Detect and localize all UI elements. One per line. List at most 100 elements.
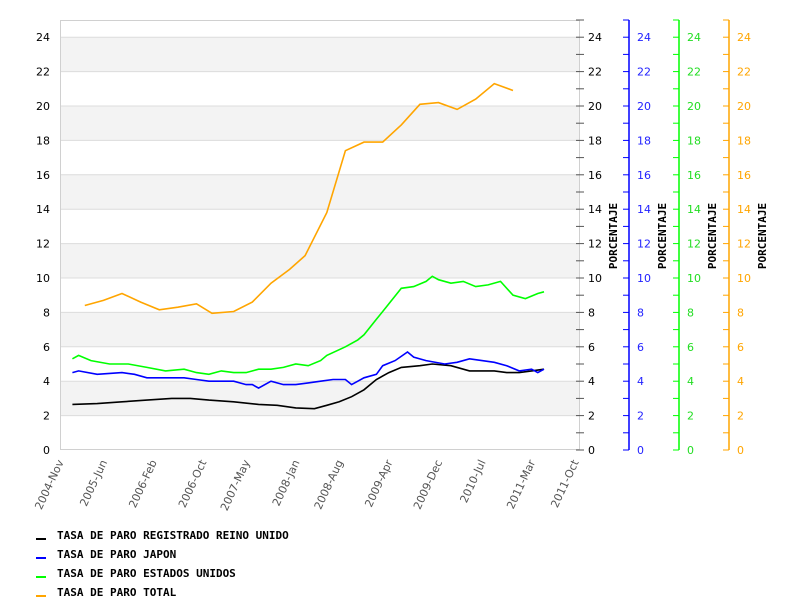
y-tick-label: 20 — [687, 100, 701, 113]
legend: TASA DE PARO REGISTRADO REINO UNIDO TASA… — [36, 526, 289, 602]
y-tick-label: 24 — [588, 31, 602, 44]
y-tick-label: 16 — [687, 169, 701, 182]
grid-band — [60, 37, 580, 72]
y-tick-label: 22 — [637, 66, 651, 79]
y-axis-title: PORCENTAJE — [656, 203, 669, 269]
grid-band — [60, 174, 580, 210]
x-tick-label: 2011-Mar — [504, 457, 538, 511]
y-tick-label-left: 10 — [36, 272, 50, 285]
y-tick-label: 18 — [588, 134, 602, 147]
legend-swatch — [36, 556, 46, 559]
x-tick-label: 2006-Feb — [126, 458, 160, 510]
y-tick-label: 20 — [637, 100, 651, 113]
y-tick-label-left: 12 — [36, 238, 50, 251]
y-tick-label: 16 — [637, 169, 651, 182]
legend-label: TASA DE PARO TOTAL — [57, 586, 177, 599]
series-line-2 — [72, 275, 545, 376]
x-tick-label: 2005-Jun — [77, 458, 110, 509]
legend-swatch — [36, 594, 46, 597]
y-tick-label: 24 — [737, 31, 751, 44]
y-tick-label: 10 — [687, 272, 701, 285]
legend-label: TASA DE PARO REGISTRADO REINO UNIDO — [57, 529, 289, 542]
x-tick-label: 2009-Apr — [362, 457, 395, 509]
series-line-3 — [84, 82, 514, 315]
y-tick-label: 10 — [737, 272, 751, 285]
x-tick-label: 2009-Dec — [411, 458, 445, 512]
y-tick-label: 2 — [637, 410, 644, 423]
y-tick-label: 12 — [737, 238, 751, 251]
y-tick-label: 14 — [737, 203, 751, 216]
y-tick-label-left: 24 — [36, 31, 50, 44]
series-line-0 — [72, 363, 545, 410]
y-tick-label-left: 4 — [43, 375, 50, 388]
y-tick-label: 16 — [737, 169, 751, 182]
plot-border — [60, 20, 580, 450]
y-tick-label: 24 — [637, 31, 651, 44]
legend-swatch — [36, 575, 46, 578]
y-tick-label-left: 0 — [43, 444, 50, 457]
y-tick-label: 6 — [687, 341, 694, 354]
y-tick-label: 20 — [588, 100, 602, 113]
y-tick-label: 24 — [687, 31, 701, 44]
series-line-1 — [72, 350, 545, 390]
y-tick-label: 6 — [637, 341, 644, 354]
y-tick-label-left: 20 — [36, 100, 50, 113]
y-axis-title: PORCENTAJE — [756, 203, 769, 269]
y-tick-label: 2 — [687, 410, 694, 423]
y-tick-label: 14 — [637, 203, 651, 216]
y-tick-label-left: 2 — [43, 410, 50, 423]
y-tick-label: 6 — [737, 341, 744, 354]
y-tick-label: 18 — [737, 134, 751, 147]
y-tick-label-left: 18 — [36, 134, 50, 147]
y-tick-label: 2 — [737, 410, 744, 423]
y-tick-label: 14 — [687, 203, 701, 216]
y-tick-label: 10 — [588, 272, 602, 285]
x-tick-label: 2008-Jan — [270, 458, 303, 508]
y-tick-label: 16 — [588, 169, 602, 182]
y-tick-label: 12 — [637, 238, 651, 251]
y-tick-label-left: 16 — [36, 169, 50, 182]
y-tick-label: 20 — [737, 100, 751, 113]
y-tick-label: 22 — [588, 66, 602, 79]
grid-band — [60, 312, 580, 347]
y-tick-label: 8 — [637, 306, 644, 319]
y-tick-label-left: 22 — [36, 66, 50, 79]
grid-band — [60, 243, 580, 278]
legend-item-uk: TASA DE PARO REGISTRADO REINO UNIDO — [36, 526, 289, 545]
y-tick-label: 6 — [588, 341, 595, 354]
y-tick-label: 10 — [637, 272, 651, 285]
y-tick-label: 2 — [588, 410, 595, 423]
x-tick-label: 2007-May — [218, 457, 253, 513]
x-tick-label: 2004-Nov — [32, 457, 67, 511]
y-tick-label-left: 6 — [43, 341, 50, 354]
y-tick-label: 4 — [737, 375, 744, 388]
legend-label: TASA DE PARO JAPON — [57, 548, 177, 561]
y-tick-label: 0 — [687, 444, 694, 457]
y-tick-label: 8 — [687, 306, 694, 319]
grid-band — [60, 106, 580, 141]
y-tick-label: 4 — [588, 375, 595, 388]
y-tick-label: 22 — [687, 66, 701, 79]
y-tick-label: 8 — [737, 306, 744, 319]
y-axis-title: PORCENTAJE — [706, 203, 719, 269]
x-tick-label: 2006-Oct — [176, 457, 210, 510]
y-tick-label: 8 — [588, 306, 595, 319]
y-tick-label-left: 8 — [43, 306, 50, 319]
y-tick-label-left: 14 — [36, 203, 50, 216]
y-tick-label: 12 — [687, 238, 701, 251]
y-tick-label: 4 — [637, 375, 644, 388]
x-tick-label: 2010-Jul — [457, 458, 488, 505]
line-chart: 0246810121416182022240246810121416182022… — [32, 19, 769, 513]
grid-band — [60, 381, 580, 416]
y-tick-label: 18 — [687, 134, 701, 147]
y-tick-label: 4 — [687, 375, 694, 388]
legend-label: TASA DE PARO ESTADOS UNIDOS — [57, 567, 236, 580]
legend-item-japan: TASA DE PARO JAPON — [36, 545, 289, 564]
y-tick-label: 0 — [588, 444, 595, 457]
y-tick-label: 12 — [588, 238, 602, 251]
y-tick-label: 14 — [588, 203, 602, 216]
legend-swatch — [36, 537, 46, 540]
y-tick-label: 22 — [737, 66, 751, 79]
x-tick-label: 2008-Aug — [312, 458, 346, 512]
y-axis-title: PORCENTAJE — [607, 203, 620, 269]
